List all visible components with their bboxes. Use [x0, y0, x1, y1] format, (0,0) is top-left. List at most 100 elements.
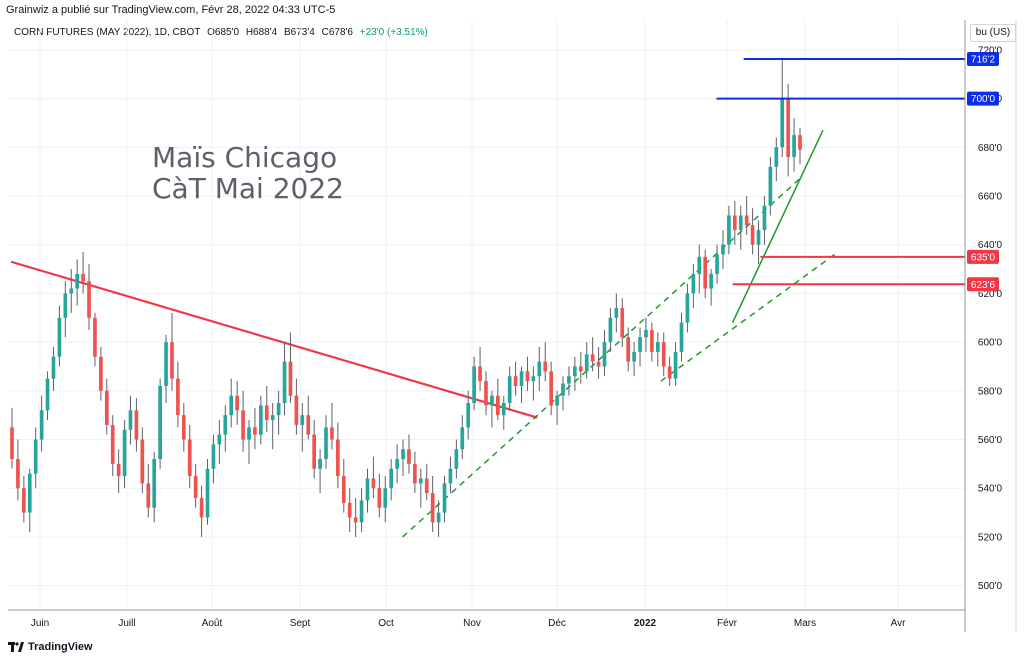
candle-body: [507, 376, 512, 403]
candle-body: [531, 376, 536, 382]
candle-body: [602, 342, 607, 367]
candle-body: [436, 512, 441, 523]
candle-body: [525, 371, 530, 382]
candle-body: [679, 322, 684, 352]
candle-body: [484, 381, 488, 406]
candle-body: [738, 215, 743, 231]
candle-body: [81, 273, 85, 282]
candle-body: [744, 215, 749, 226]
candle-body: [16, 459, 20, 489]
price-label-text: 716'2: [971, 55, 996, 66]
candle-body: [199, 497, 204, 518]
candle-body: [140, 439, 145, 484]
candle-body: [567, 376, 571, 384]
y-tick-label: 540'0: [978, 484, 1003, 495]
candle-body: [359, 500, 364, 523]
x-tick-label: Déc: [548, 618, 566, 629]
candle-body: [205, 468, 210, 518]
candle-body: [578, 366, 583, 372]
candle-body: [253, 427, 257, 435]
candle-body: [10, 427, 14, 460]
x-tick-label: Août: [202, 618, 223, 629]
candle-body: [288, 361, 293, 396]
candle-body: [519, 371, 524, 386]
candle-body: [187, 439, 192, 477]
candle-body: [104, 390, 109, 425]
chart-title-line-2: CàT Mai 2022: [152, 172, 344, 205]
y-tick-label: 500'0: [978, 581, 1003, 592]
candle-body: [270, 415, 275, 421]
candle-body: [276, 402, 281, 416]
candle-body: [247, 427, 251, 440]
candle-body: [128, 410, 133, 430]
y-tick-label: 680'0: [978, 143, 1003, 154]
candle-body: [170, 342, 174, 379]
candle-body: [99, 356, 103, 391]
price-label-text: 700'0: [971, 94, 996, 105]
candle-body: [460, 427, 465, 450]
candle-body: [732, 215, 737, 231]
candle-body: [235, 395, 239, 411]
candle-body: [691, 273, 696, 294]
candle-body: [418, 478, 423, 484]
candle-body: [110, 424, 115, 464]
candle-body: [389, 468, 394, 489]
candle-body: [727, 215, 731, 245]
candle-body: [697, 256, 702, 274]
publisher-header: Grainwiz a publié sur TradingView.com, F…: [6, 4, 336, 16]
y-tick-label: 520'0: [978, 532, 1003, 543]
y-tick-label: 660'0: [978, 191, 1003, 202]
legend-high: H688'4: [245, 27, 278, 38]
symbol-legend: CORN FUTURES (MAY 2022), 1D, CBOT O685'0…: [14, 27, 432, 38]
candle-body: [430, 493, 435, 523]
candle-body: [549, 371, 553, 406]
chart-title-line-1: Maïs Chicago: [152, 141, 337, 174]
x-tick-label: Mars: [794, 618, 816, 629]
chart-grid: [8, 20, 965, 610]
candle-body: [347, 502, 352, 518]
candle-body: [490, 395, 494, 406]
candle-body: [644, 329, 648, 338]
candle-body: [63, 293, 68, 318]
candle-body: [555, 395, 559, 406]
legend-close: C678'6: [321, 27, 353, 38]
time-axis: Juin Juill Août Sept Oct Nov Déc 2022 Févr Mars Av…: [31, 618, 906, 629]
x-tick-label: Nov: [463, 618, 481, 629]
candle-body: [353, 517, 358, 523]
candle-body: [306, 415, 311, 435]
trend-line: [731, 129, 824, 323]
candle-body: [661, 342, 666, 367]
candle-body: [259, 405, 263, 435]
y-tick-label: 620'0: [978, 289, 1003, 300]
candle-body: [264, 405, 269, 421]
candle-body: [413, 463, 417, 484]
y-tick-label: 720'0: [978, 45, 1003, 56]
trend-line: [660, 251, 839, 382]
candle-body: [466, 402, 471, 428]
candle-body: [768, 166, 773, 206]
candle-body: [590, 354, 595, 362]
x-tick-label: Févr: [717, 618, 738, 629]
candle-body: [300, 415, 305, 425]
candle-body: [395, 459, 399, 469]
candle-body: [543, 361, 548, 372]
candle-body: [22, 488, 26, 513]
trend-line: [10, 260, 538, 419]
candle-body: [472, 366, 476, 403]
candle-body: [501, 402, 506, 416]
candle-body: [786, 98, 790, 158]
x-tick-label: 2022: [634, 618, 657, 629]
candle-body: [638, 337, 642, 352]
candle-body: [655, 342, 660, 352]
candle-body: [685, 293, 690, 323]
x-tick-label: Sept: [290, 618, 311, 629]
candle-body: [229, 395, 234, 416]
candle-body: [620, 308, 625, 338]
candle-body: [57, 317, 62, 357]
candle-body: [780, 98, 785, 148]
candle-body: [561, 383, 565, 396]
candle-body: [632, 351, 636, 362]
x-tick-label: Juill: [118, 618, 135, 629]
candle-body: [158, 385, 162, 460]
